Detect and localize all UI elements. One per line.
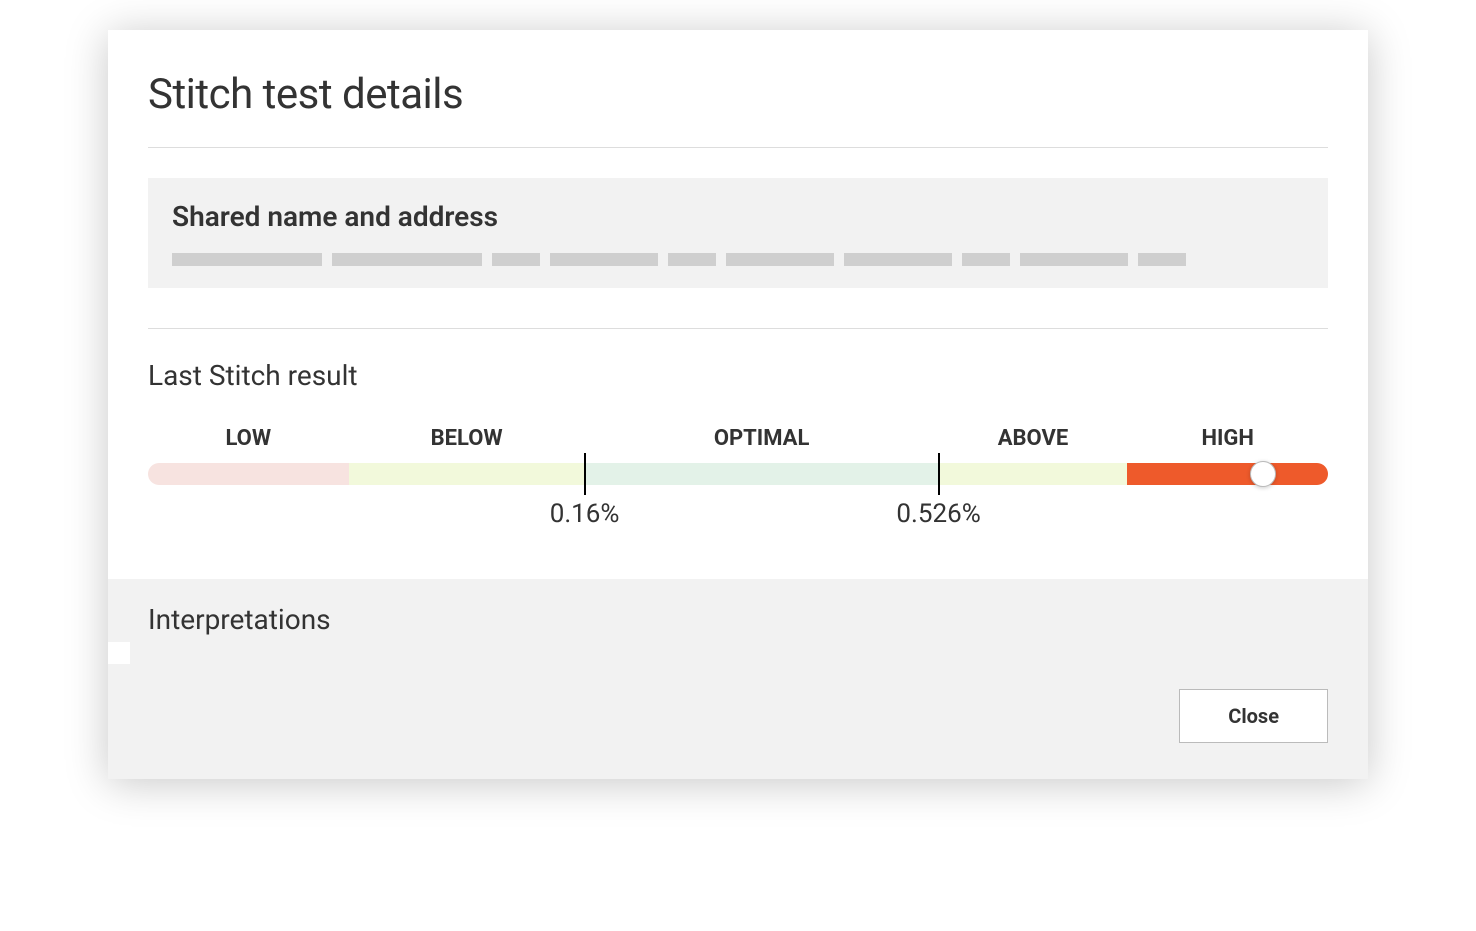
range-label: OPTIMAL [585, 426, 939, 451]
range-label: BELOW [349, 426, 585, 451]
range-segment [585, 463, 939, 485]
divider [148, 147, 1328, 148]
placeholder-bar [550, 253, 658, 266]
range-segment [349, 463, 585, 485]
placeholder-bar [962, 253, 1010, 266]
range-label: LOW [148, 426, 349, 451]
placeholder-bar [726, 253, 834, 266]
range-bar-wrap [148, 463, 1328, 485]
range-bar [148, 463, 1328, 485]
result-heading: Last Stitch result [148, 359, 1328, 392]
placeholder-bar [1138, 253, 1186, 266]
range-labels-row: LOWBELOWOPTIMALABOVEHIGH [148, 426, 1328, 451]
modal-body: Stitch test details Shared name and addr… [108, 30, 1368, 664]
divider [148, 328, 1328, 329]
range-segment [148, 463, 349, 485]
range-label: HIGH [1127, 426, 1328, 451]
range-segment [939, 463, 1128, 485]
placeholder-bar [844, 253, 952, 266]
range-marker [584, 453, 586, 495]
result-range: LOWBELOWOPTIMALABOVEHIGH 0.16% 0.526% [148, 426, 1328, 535]
range-tick-label: 0.526% [896, 499, 980, 529]
panel-notch [108, 642, 130, 664]
shared-info-placeholder-row [172, 253, 1304, 266]
placeholder-bar [1020, 253, 1128, 266]
test-details-modal: Stitch test details Shared name and addr… [108, 30, 1368, 779]
range-label: ABOVE [939, 426, 1128, 451]
range-tick-values: 0.16% 0.526% [148, 499, 1328, 535]
placeholder-bar [172, 253, 322, 266]
range-tick-label: 0.16% [550, 499, 620, 529]
result-knob[interactable] [1250, 461, 1276, 487]
range-marker [938, 453, 940, 495]
modal-footer: Close [108, 663, 1368, 779]
interpretations-panel: Interpretations [108, 579, 1368, 664]
placeholder-bar [668, 253, 716, 266]
shared-info-heading: Shared name and address [172, 200, 1304, 233]
interpretations-heading: Interpretations [148, 603, 1328, 636]
range-segment [1127, 463, 1328, 485]
close-button[interactable]: Close [1179, 689, 1328, 743]
placeholder-bar [492, 253, 540, 266]
placeholder-bar [332, 253, 482, 266]
modal-title: Stitch test details [148, 70, 1328, 119]
shared-info-panel: Shared name and address [148, 178, 1328, 288]
